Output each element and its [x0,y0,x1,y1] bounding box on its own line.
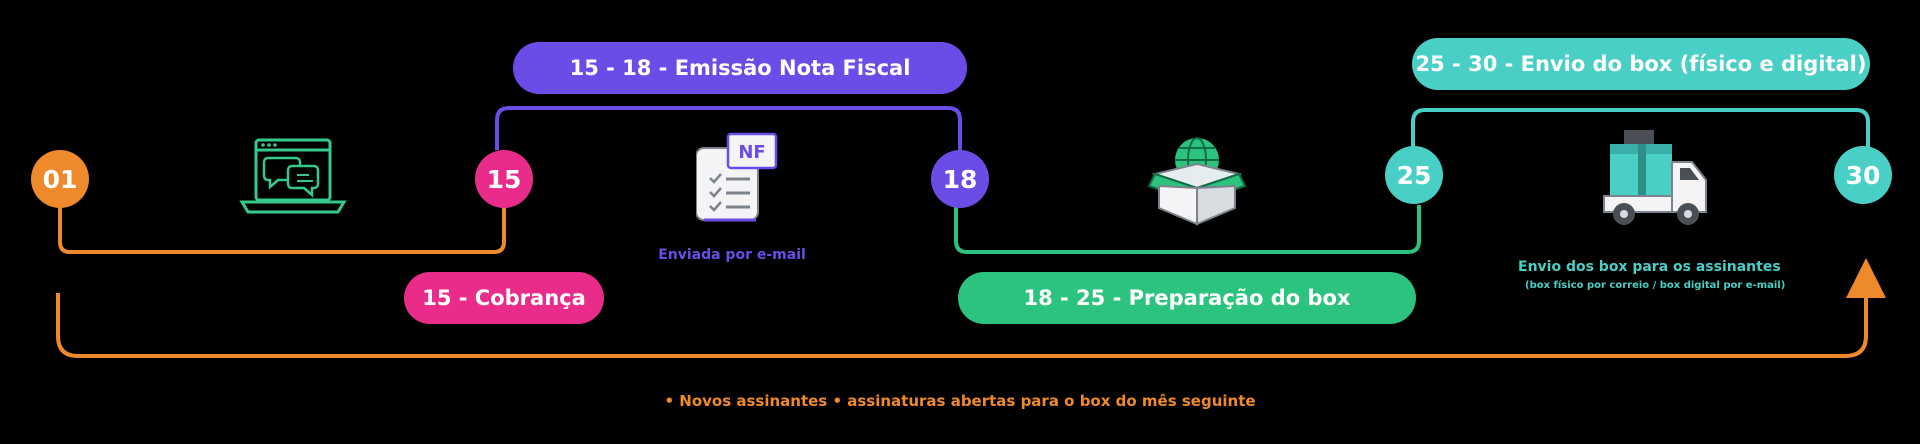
phase-cobranca: 15 - Cobrança [404,272,604,324]
box-globe-icon [1147,137,1247,226]
caption-envio-line1: Envio dos box para os assinantes [1518,259,1781,275]
node-30-label: 30 [1845,160,1881,190]
node-15: 15 [475,150,533,208]
phase-preparacao-label: 18 - 25 - Preparação do box [1023,286,1351,310]
node-01: 01 [31,150,89,208]
node-30: 30 [1834,146,1892,204]
phase-cobranca-label: 15 - Cobrança [422,286,586,310]
phase-emissao-nota-fiscal: 15 - 18 - Emissão Nota Fiscal [513,42,967,94]
node-25-label: 25 [1396,160,1432,190]
connector-15-18 [495,106,962,150]
invoice-nf-icon: NF [696,132,778,222]
node-25: 25 [1385,146,1443,204]
loop-arrow-head [1846,258,1886,298]
delivery-truck-icon [1603,130,1707,225]
phase-preparacao-box: 18 - 25 - Preparação do box [958,272,1416,324]
node-01-label: 01 [42,164,78,194]
node-15-label: 15 [486,164,522,194]
node-18: 18 [931,150,989,208]
caption-envio-line2: (box físico por correio / box digital po… [1525,280,1786,291]
phase-envio-box: 25 - 30 - Envio do box (físico e digital… [1412,38,1870,90]
connector-25-30 [1411,108,1870,150]
loop-arrow-line [56,293,1868,358]
phase-envio-label: 25 - 30 - Envio do box (físico e digital… [1415,52,1867,76]
phase-emissao-label: 15 - 18 - Emissão Nota Fiscal [569,56,911,80]
node-18-label: 18 [942,164,978,194]
footer-note: • Novos assinantes • assinaturas abertas… [664,392,1256,410]
connector-18-25 [954,205,1421,254]
invoice-nf-text: NF [738,142,765,163]
caption-nf-enviada: Enviada por e-mail [658,247,806,263]
connector-01-15 [58,205,506,254]
laptop-chat-icon [239,138,347,214]
